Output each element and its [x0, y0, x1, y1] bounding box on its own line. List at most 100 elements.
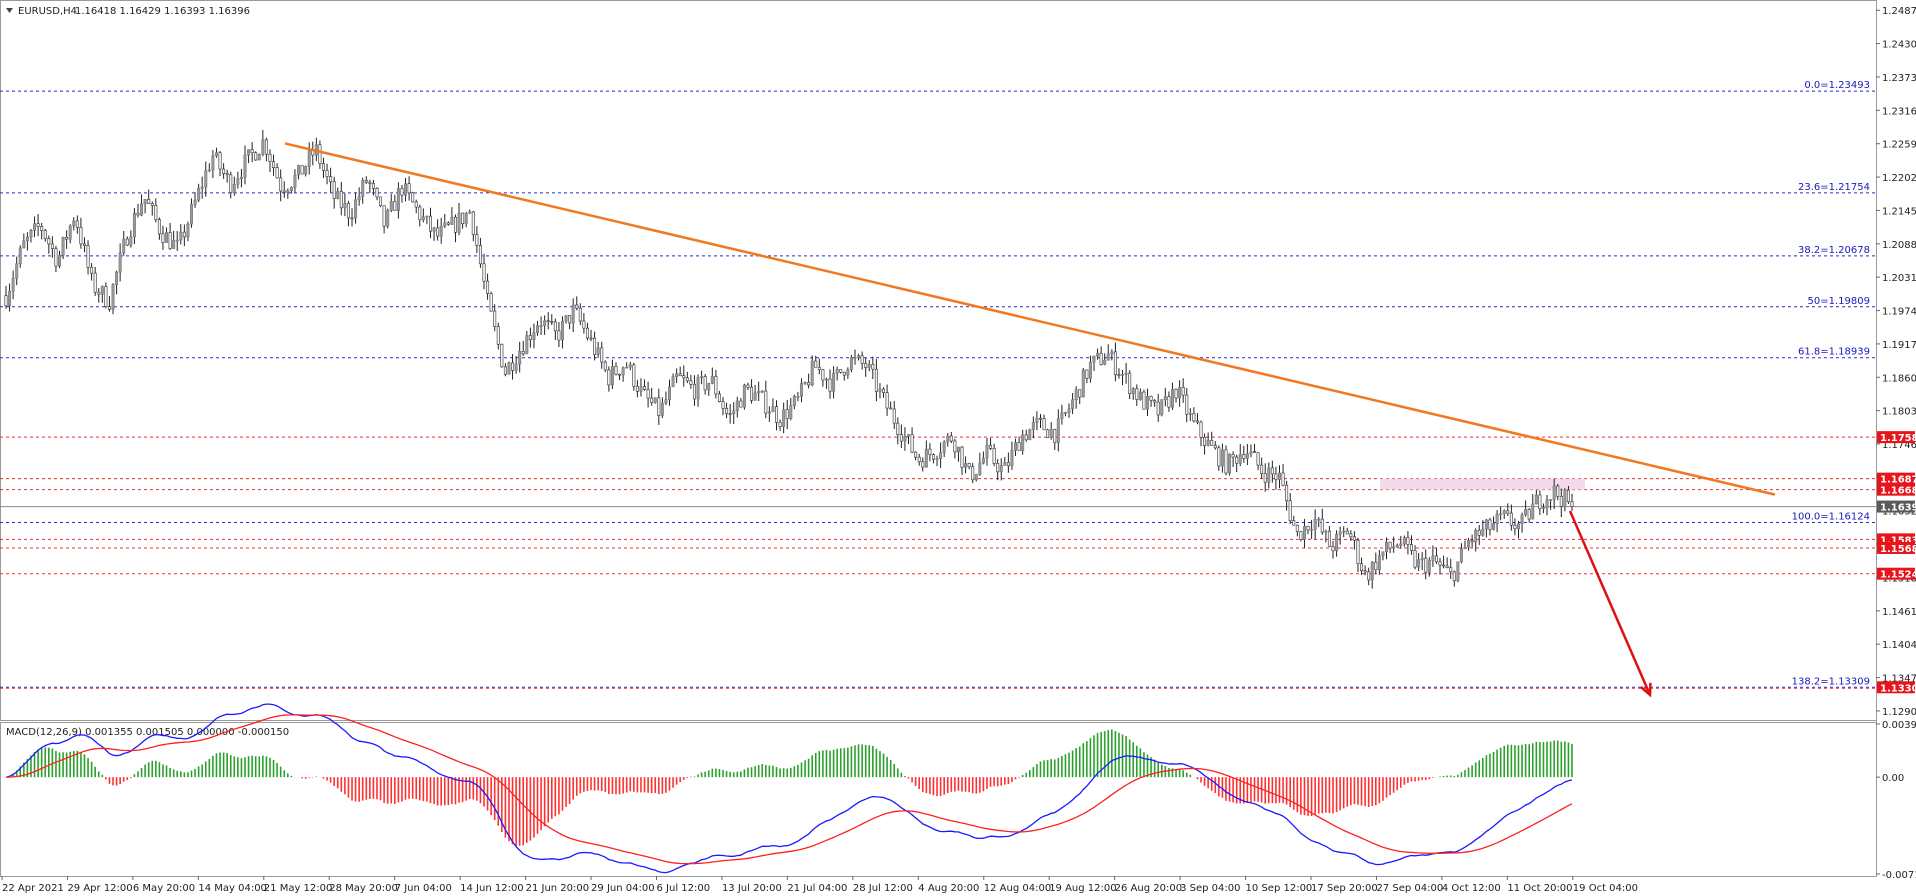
candle-body: [225, 173, 229, 176]
candle-body: [1153, 400, 1157, 403]
x-tick-label: 13 Jul 20:00: [722, 883, 782, 894]
candle-body: [953, 440, 957, 453]
candle-body: [1253, 451, 1257, 454]
candle-body: [999, 465, 1003, 473]
candle-body: [186, 223, 190, 238]
candle-body: [1402, 537, 1406, 545]
fib-label: 23.6=1.21754: [1798, 182, 1870, 193]
candle-body: [1406, 537, 1410, 545]
candle-body: [532, 332, 536, 340]
candle-body: [1167, 396, 1171, 408]
candle-body: [853, 357, 857, 359]
y-tick-label: 1.24875: [1882, 6, 1916, 17]
candle-body: [753, 392, 757, 401]
candle-body: [200, 186, 204, 189]
candle-body: [817, 366, 821, 370]
candle-body: [375, 188, 379, 198]
candle-body: [550, 321, 554, 323]
candle-body: [357, 196, 361, 201]
candle-body: [564, 315, 568, 322]
candle-body: [1552, 485, 1556, 500]
candle-body: [521, 351, 525, 355]
candle-body: [279, 177, 283, 192]
candle-body: [54, 248, 58, 267]
candle-body: [421, 216, 425, 221]
candle-body: [1149, 396, 1153, 401]
candle-body: [653, 397, 657, 403]
candle-body: [657, 397, 661, 416]
candle-body: [903, 435, 907, 442]
candle-body: [411, 192, 415, 203]
candle-body: [1534, 494, 1538, 505]
y-tick-label: 1.22595: [1882, 140, 1916, 151]
candle-body: [593, 337, 597, 355]
candle-body: [992, 448, 996, 464]
candle-body: [1074, 389, 1078, 401]
candle-body: [1270, 467, 1274, 475]
candle-body: [1313, 519, 1317, 530]
candle-body: [329, 176, 333, 183]
candle-body: [1470, 540, 1474, 543]
candle-body: [189, 204, 193, 225]
projection-arrow: [1568, 510, 1652, 698]
candle-body: [746, 384, 750, 388]
candle-body: [1274, 473, 1278, 480]
candle-body: [618, 373, 622, 376]
candle-body: [346, 203, 350, 219]
candle-body: [607, 369, 611, 386]
candle-body: [1481, 528, 1485, 536]
candle-body: [960, 446, 964, 468]
candle-body: [297, 165, 301, 176]
candle-body: [1163, 396, 1167, 400]
time-axis: 22 Apr 2021 29 Apr 12:00 6 May 20:00 14 May…: [1, 876, 1638, 894]
candle-body: [857, 355, 861, 358]
candle-body: [1367, 571, 1371, 581]
candle-body: [810, 360, 814, 386]
candle-body: [1342, 530, 1346, 533]
candle-body: [1420, 557, 1424, 560]
candle-body: [646, 389, 650, 399]
candle-body: [1267, 467, 1271, 483]
candle-body: [1238, 454, 1242, 464]
candle-body: [1395, 545, 1399, 548]
price-axis: 1.24875 1.24305 1.23735 1.23165 1.22595 1.220…: [1876, 6, 1916, 718]
candle-body: [778, 422, 782, 427]
fib-label: 138.2=1.13309: [1792, 676, 1870, 687]
candle-body: [439, 225, 443, 237]
candle-body: [553, 321, 557, 332]
candle-body: [354, 199, 358, 219]
candle-body: [1370, 561, 1374, 581]
candle-body: [1014, 442, 1018, 451]
arrow-shaft: [1568, 510, 1652, 696]
candle-body: [917, 456, 921, 462]
candle-body: [86, 245, 90, 268]
chart-header: EURUSD,H4 1.16418 1.16429 1.16393 1.1639…: [6, 6, 250, 17]
candle-body: [589, 337, 593, 340]
candle-body: [457, 212, 461, 233]
x-tick-label: 14 Jun 12:00: [460, 883, 524, 894]
candle-body: [232, 183, 236, 194]
candle-body: [197, 187, 201, 201]
candle-body: [1031, 422, 1035, 431]
candle-body: [678, 373, 682, 377]
candle-body: [1024, 434, 1028, 441]
candle-body: [892, 408, 896, 424]
candle-body: [1217, 447, 1221, 467]
candle-body: [614, 366, 618, 375]
candle-body: [1566, 489, 1570, 503]
candle-body: [1160, 399, 1164, 416]
candle-body: [58, 254, 62, 267]
candle-body: [1345, 530, 1349, 535]
dropdown-triangle-icon[interactable]: [6, 8, 13, 13]
candle-body: [193, 199, 197, 205]
x-tick-label: 7 Jun 04:00: [395, 883, 452, 894]
candle-body: [560, 320, 564, 341]
candle-body: [1349, 533, 1353, 538]
y-tick-label: 1.20885: [1882, 240, 1916, 251]
candle-body: [1563, 489, 1567, 507]
candle-body: [1231, 453, 1235, 458]
macd-tick-label: 0.003919: [1882, 720, 1916, 731]
candle-body: [739, 400, 743, 408]
candle-body: [475, 234, 479, 246]
